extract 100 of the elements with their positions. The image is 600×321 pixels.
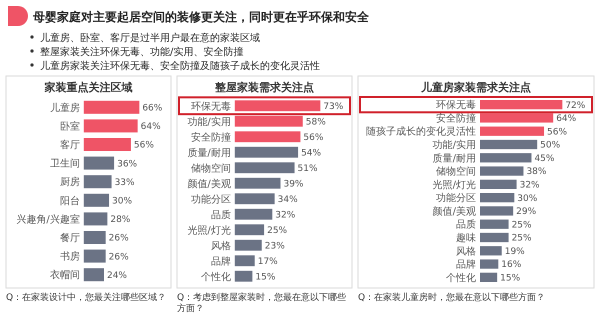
y-tick-label: 衣帽间 xyxy=(50,269,80,282)
data-label: 15% xyxy=(500,274,521,284)
data-label: 45% xyxy=(534,154,555,164)
bar xyxy=(480,166,524,176)
bar xyxy=(234,224,264,236)
text: 整屋家装关注环保无毒、功能/实用、安全防撞 xyxy=(40,46,244,58)
y-tick-label: 趣味 xyxy=(456,232,476,244)
y-tick-label: 安全防撞 xyxy=(436,112,476,124)
data-label: 38% xyxy=(526,167,547,178)
bar xyxy=(480,220,509,229)
bar xyxy=(234,146,298,158)
y-tick-label: 个性化 xyxy=(200,270,231,283)
y-tick-label: 光照/灯光 xyxy=(187,224,231,236)
data-label: 29% xyxy=(516,207,537,218)
y-tick-label: 儿童房 xyxy=(50,102,80,114)
y-tick-label: 品质 xyxy=(210,208,231,221)
data-label: 19% xyxy=(504,246,526,257)
data-label: 26% xyxy=(108,234,130,244)
bar xyxy=(480,100,562,110)
y-tick-label: 功能分区 xyxy=(190,193,231,206)
y-tick-label: 兴趣角/兴趣室 xyxy=(16,213,80,226)
y-tick-label: 功能/实用 xyxy=(432,139,476,151)
y-tick-label: 颜值/美观 xyxy=(187,178,231,190)
bar xyxy=(480,180,517,190)
y-tick-label: 客厅 xyxy=(60,139,80,151)
y-tick-label: 功能/实用 xyxy=(187,116,231,128)
bar xyxy=(480,140,538,150)
y-tick-label: 书房 xyxy=(60,250,80,263)
bar xyxy=(84,100,140,114)
y-tick-label: 卧室 xyxy=(60,120,80,132)
text: 儿童房、卧室、客厅是过半用户最在意的家装区域 xyxy=(40,32,260,44)
text: Q：在家装儿童房时，您最在意以下哪些方面？ xyxy=(358,292,546,303)
bar xyxy=(234,193,275,204)
y-tick-label: 餐厅 xyxy=(60,232,80,244)
bar xyxy=(84,138,131,152)
data-label: 34% xyxy=(278,194,298,205)
data-label: 32% xyxy=(520,180,540,191)
data-label: 28% xyxy=(110,215,131,226)
data-label: 24% xyxy=(106,270,128,281)
data-label: 66% xyxy=(142,103,163,114)
bar xyxy=(234,240,262,251)
text: 儿童房家装关注环保无毒、安全防撞及随孩子成长的变化灵活性 xyxy=(40,60,320,72)
data-label: 50% xyxy=(540,140,561,151)
data-label: 25% xyxy=(512,220,532,230)
chart-title: 家装重点关注区域 xyxy=(44,81,132,94)
data-label: 30% xyxy=(112,196,132,206)
y-tick-label: 品质 xyxy=(456,218,476,231)
text: Q：在家装设计中，您最关注哪些区域？ xyxy=(6,292,166,303)
y-tick-label: 环保无毒 xyxy=(436,99,476,112)
data-label: 56% xyxy=(134,140,154,151)
y-tick-label: 随孩子成长的变化灵活性 xyxy=(366,126,476,138)
bar xyxy=(84,212,108,226)
text: 母婴家庭对主要起居空间的装修更关注，同时更在乎环保和安全 xyxy=(32,10,370,24)
y-tick-label: 储物空间 xyxy=(190,162,231,174)
y-tick-label: 个性化 xyxy=(446,272,476,284)
bar xyxy=(84,230,106,244)
bar xyxy=(234,178,280,189)
bar xyxy=(234,100,320,112)
y-tick-label: 卫生间 xyxy=(50,158,80,170)
data-label: 33% xyxy=(114,178,136,188)
data-label: 51% xyxy=(298,164,318,174)
y-tick-label: 品牌 xyxy=(210,255,231,268)
data-label: 58% xyxy=(306,117,326,128)
bar xyxy=(234,162,295,174)
y-tick-label: 厨房 xyxy=(60,176,80,188)
bar xyxy=(480,192,514,202)
bar xyxy=(84,119,138,132)
data-label: 56% xyxy=(547,127,568,138)
bar xyxy=(84,194,110,207)
text: Q：考虑到整屋家装时，您最在意以下哪些方面？ xyxy=(177,292,346,314)
y-tick-label: 品牌 xyxy=(456,258,476,271)
bar xyxy=(84,250,106,263)
data-label: 23% xyxy=(264,241,286,252)
data-label: 25% xyxy=(267,226,288,236)
data-label: 64% xyxy=(556,114,577,124)
data-label: 39% xyxy=(284,179,304,190)
bar xyxy=(84,156,114,170)
data-label: 17% xyxy=(258,256,278,267)
y-tick-label: 安全防撞 xyxy=(190,131,231,144)
y-tick-label: 储物空间 xyxy=(436,166,476,178)
bar xyxy=(234,270,252,282)
y-tick-label: 质量/耐用 xyxy=(187,146,231,159)
data-label: 15% xyxy=(255,272,276,282)
y-tick-label: 颜值/美观 xyxy=(432,205,476,218)
bar xyxy=(480,259,498,269)
y-tick-label: 功能分区 xyxy=(436,192,476,204)
bar xyxy=(480,153,532,162)
y-tick-label: 质量/耐用 xyxy=(432,152,476,164)
bar xyxy=(480,113,554,123)
bar xyxy=(234,131,300,142)
bar xyxy=(480,272,498,282)
data-label: 56% xyxy=(303,132,324,143)
bar xyxy=(84,175,112,188)
data-label: 36% xyxy=(117,159,138,170)
bar xyxy=(480,206,514,216)
bar xyxy=(234,208,272,220)
bar xyxy=(480,126,544,136)
data-label: 30% xyxy=(517,194,538,204)
data-label: 26% xyxy=(108,252,130,262)
chart-title: 儿童房家装需求关注点 xyxy=(420,81,531,94)
